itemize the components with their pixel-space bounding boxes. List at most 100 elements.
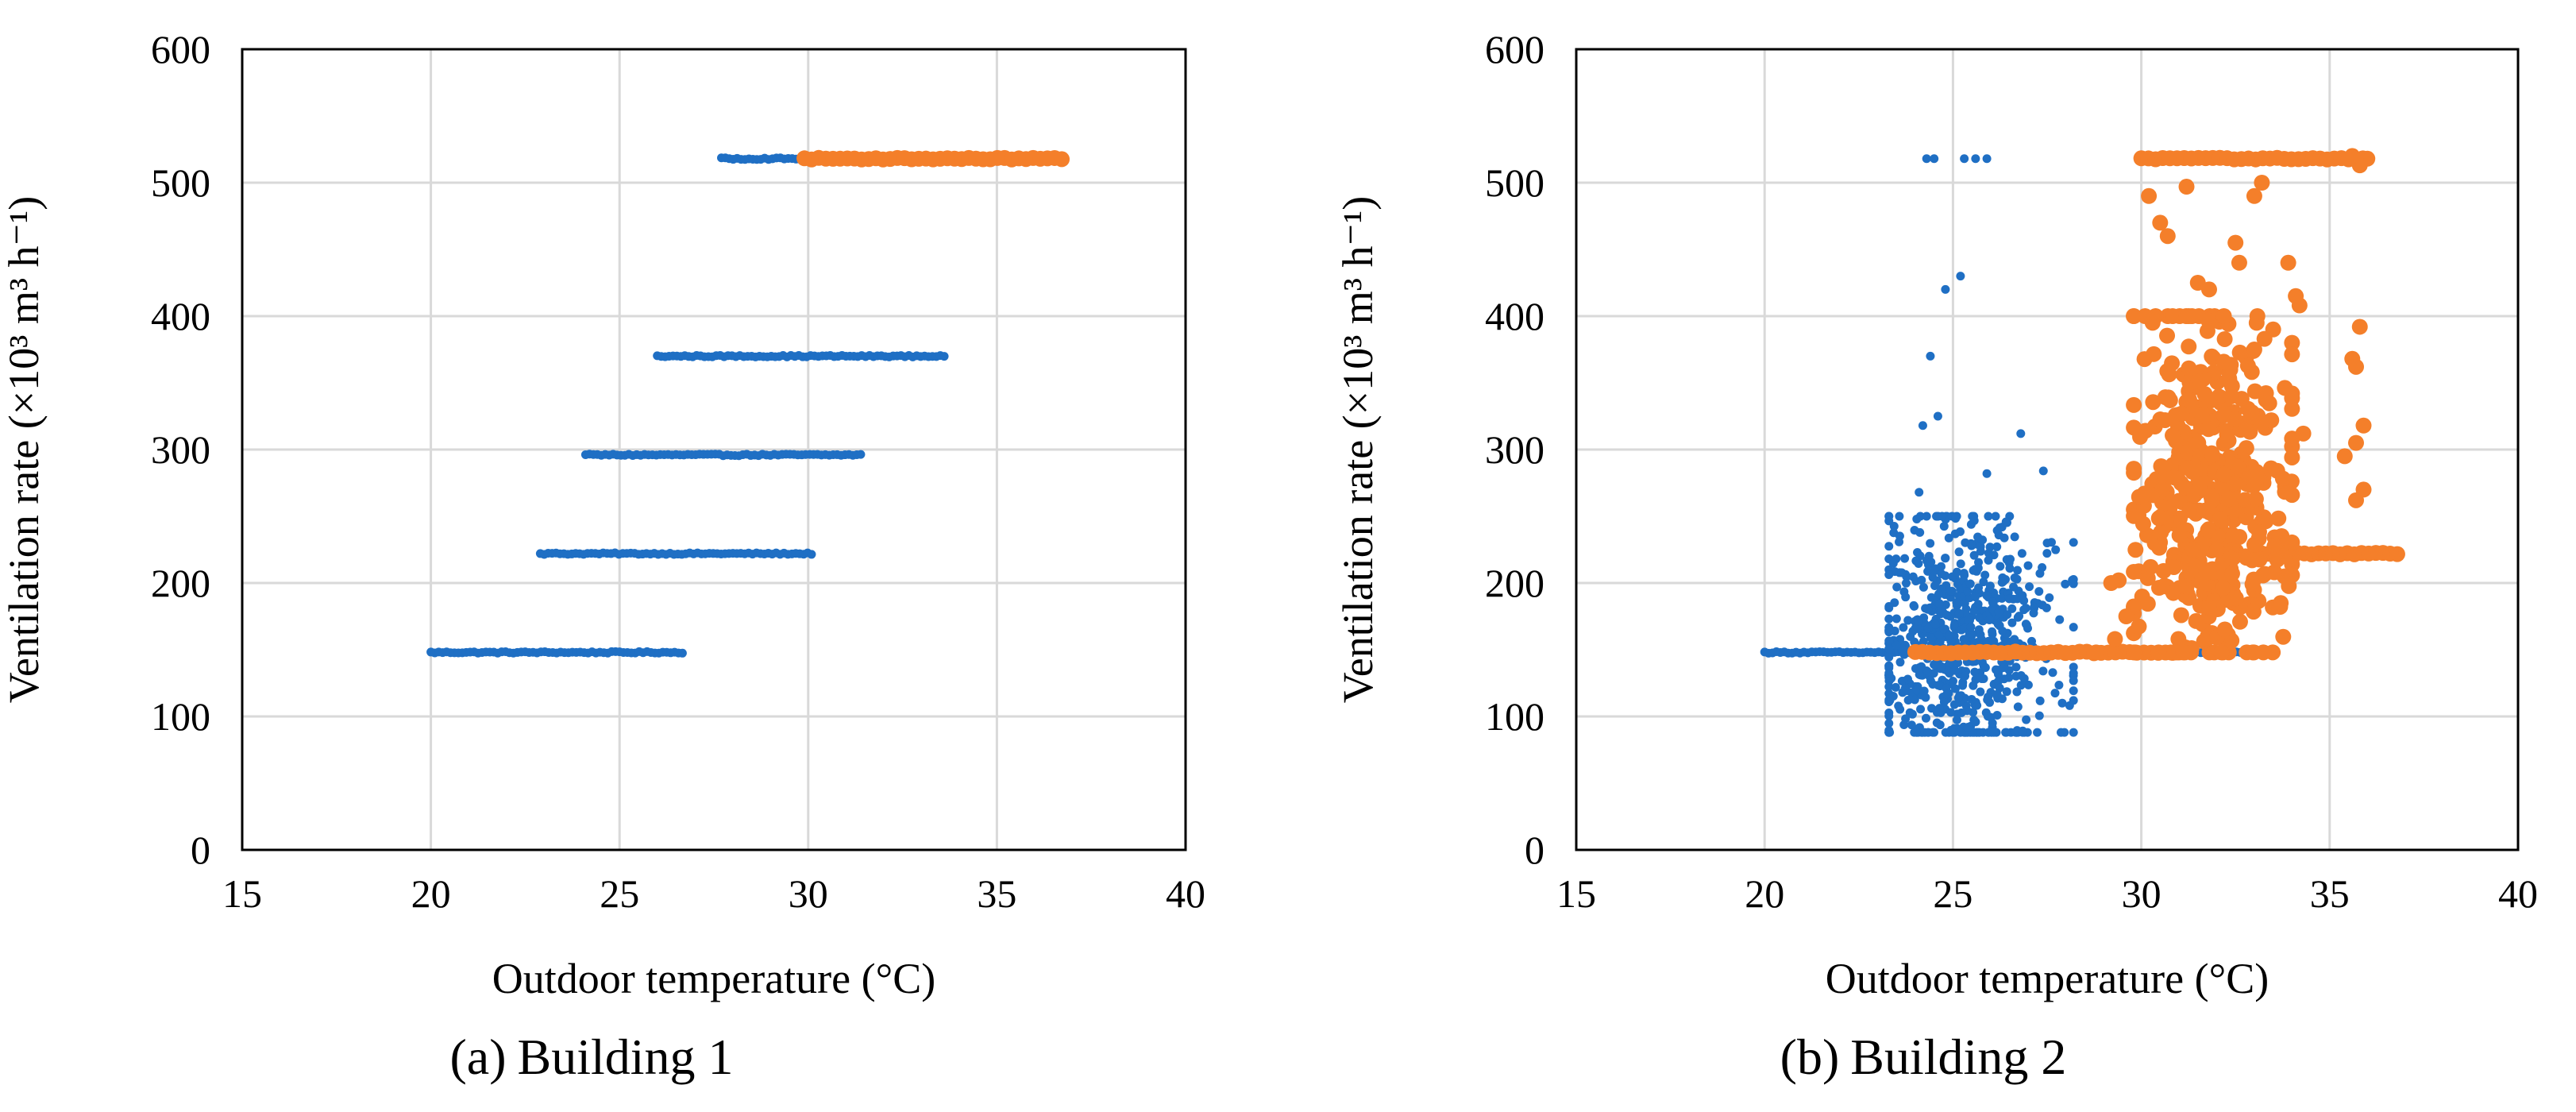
data-point <box>1894 701 1903 711</box>
data-point <box>2056 728 2065 737</box>
data-point <box>1884 709 1894 718</box>
data-point <box>1054 151 1070 168</box>
data-point <box>1946 586 1956 596</box>
data-point <box>2118 608 2134 624</box>
data-point <box>1923 566 1933 576</box>
data-point <box>2009 582 2019 592</box>
data-point <box>1980 570 1990 580</box>
data-point <box>2227 528 2243 545</box>
data-point <box>2295 425 2312 442</box>
data-point <box>1994 531 2003 540</box>
data-point <box>1976 687 1985 697</box>
data-point <box>2126 308 2142 324</box>
y-tick-label: 200 <box>151 561 210 605</box>
data-point <box>1950 666 1960 675</box>
data-point <box>1895 512 1904 521</box>
data-point <box>2170 631 2187 647</box>
data-point <box>2022 715 2031 724</box>
data-point <box>1907 709 1917 719</box>
data-point <box>2006 554 2015 564</box>
x-tick-label: 30 <box>789 871 828 916</box>
x-tick-label: 25 <box>1933 871 1972 916</box>
y-axis-title: Ventilation rate (×10³ m³ h⁻¹) <box>1334 196 1382 703</box>
data-point <box>1915 488 1924 497</box>
data-point <box>1884 542 1894 551</box>
data-point <box>1961 538 1970 547</box>
data-point <box>1891 682 1900 692</box>
data-point <box>1934 681 1943 690</box>
x-tick-label: 20 <box>1745 871 1784 916</box>
data-point <box>2178 578 2195 595</box>
data-point <box>1895 658 1905 667</box>
data-point <box>2018 591 2027 600</box>
data-point <box>1926 558 1936 567</box>
data-point <box>2175 644 2192 661</box>
data-point <box>1996 562 2005 571</box>
data-point <box>2061 579 2070 589</box>
data-point <box>1942 689 1952 699</box>
data-point <box>2019 605 2029 615</box>
data-point <box>1966 519 1976 529</box>
data-point <box>1922 667 1932 677</box>
data-point <box>2038 600 2047 610</box>
data-point <box>856 450 866 459</box>
data-point <box>1944 533 1953 542</box>
x-tick-label: 40 <box>1166 871 1205 916</box>
data-point <box>1966 622 1976 631</box>
data-point <box>1941 284 1950 294</box>
data-point <box>1903 695 1913 705</box>
data-point <box>1934 589 1943 599</box>
data-point <box>1914 559 1923 569</box>
data-point <box>1884 516 1894 526</box>
data-point <box>1919 582 1928 592</box>
data-point <box>1907 720 1916 730</box>
data-point <box>1984 512 1993 521</box>
data-point <box>2012 687 2022 697</box>
data-point <box>2246 187 2262 204</box>
data-point <box>2069 728 2078 737</box>
data-point <box>2054 680 2064 689</box>
data-point <box>1884 570 1894 579</box>
data-point <box>2141 187 2158 204</box>
data-point <box>2181 502 2198 519</box>
data-point <box>2051 545 2061 554</box>
data-point <box>2034 587 2044 597</box>
data-point <box>1926 539 1935 548</box>
data-point <box>2069 575 2078 585</box>
data-point <box>2035 569 2045 578</box>
data-point <box>2045 593 2054 602</box>
data-point <box>2208 542 2225 558</box>
data-point <box>1992 542 2002 551</box>
data-point <box>1913 623 1922 632</box>
data-point <box>2042 539 2052 548</box>
data-point <box>2200 599 2217 616</box>
data-point <box>2250 523 2267 540</box>
data-point <box>1974 625 1984 635</box>
data-point <box>2178 179 2195 195</box>
data-point <box>2231 254 2247 271</box>
y-tick-label: 600 <box>1485 27 1544 71</box>
data-point <box>2013 702 2023 712</box>
data-point <box>2152 411 2169 428</box>
data-point <box>1997 577 2007 587</box>
data-point <box>2198 565 2215 581</box>
caption-label: Building 2 <box>1850 1029 2066 1085</box>
data-point <box>1988 597 1997 607</box>
data-point <box>1972 701 1982 710</box>
data-point <box>1968 630 1977 639</box>
data-point <box>1935 637 1945 647</box>
data-point <box>1974 728 1984 737</box>
data-point <box>1922 512 1931 521</box>
data-point <box>1892 582 1902 592</box>
data-point <box>1897 568 1907 577</box>
data-point <box>1903 616 1913 625</box>
panel-caption: (a) Building 1 <box>449 1029 733 1085</box>
data-point <box>1892 614 1901 624</box>
data-point <box>1982 469 1992 478</box>
data-point <box>1939 624 1949 634</box>
data-point <box>2069 696 2078 705</box>
data-point <box>2015 612 2024 621</box>
x-tick-label: 20 <box>411 871 451 916</box>
